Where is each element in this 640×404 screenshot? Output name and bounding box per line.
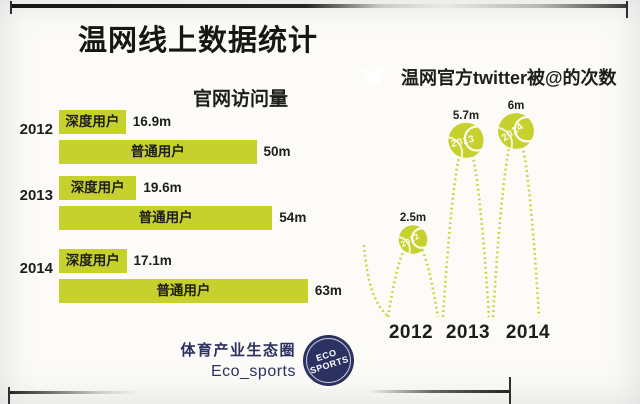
twitter-icon	[357, 59, 392, 94]
bar-value-label: 54m	[279, 210, 307, 225]
frame-line-top	[10, 4, 628, 8]
bar-series-label: 普通用户	[156, 283, 211, 298]
mention-count-label: 6m	[507, 100, 525, 112]
frame-tick-bottom-left	[8, 387, 10, 404]
bar-series-label: 深度用户	[65, 114, 120, 129]
row-year-label: 2014	[19, 260, 53, 277]
x-axis-year-label: 2012	[388, 322, 434, 343]
frame-line-bottom-right	[368, 390, 511, 393]
row-year-label: 2012	[19, 121, 53, 138]
eco-sports-badge: ECO SPORTS	[303, 335, 354, 386]
page-title: 温网线上数据统计	[78, 25, 319, 57]
regular-users-bar: 普通用户	[59, 279, 308, 303]
bar-value-label: 19.6m	[143, 180, 182, 195]
bar-series-label: 深度用户	[70, 180, 125, 195]
bar-value-label: 16.9m	[132, 114, 172, 129]
badge-text: ECO SPORTS	[309, 347, 351, 376]
twitter-chart-header: 温网官方twitter被@的次数	[357, 59, 617, 94]
regular-users-bar: 普通用户	[59, 206, 273, 230]
deep-users-bar: 深度用户	[59, 249, 127, 273]
frame-tick-top-right	[626, 1, 628, 18]
left-chart-title: 官网访问量	[193, 89, 289, 110]
frame-tick-bottom-right	[509, 377, 511, 404]
right-chart-title: 温网官方twitter被@的次数	[401, 67, 617, 88]
row-year-label: 2013	[19, 187, 53, 204]
deep-users-bar: 深度用户	[59, 110, 126, 134]
bar-series-label: 普通用户	[138, 210, 193, 225]
frame-tick-top-left	[10, 1, 12, 14]
regular-users-bar: 普通用户	[59, 140, 257, 164]
deep-users-bar: 深度用户	[59, 176, 137, 200]
bar-series-label: 深度用户	[65, 253, 120, 268]
mention-count-label: 5.7m	[452, 110, 480, 122]
x-axis-year-label: 2014	[505, 322, 551, 343]
frame-line-bottom-left	[8, 391, 140, 394]
bar-value-label: 50m	[263, 144, 291, 159]
bar-series-label: 普通用户	[130, 144, 185, 159]
bar-value-label: 17.1m	[133, 253, 172, 268]
brand-footer: 体育产业生态圈 Eco_sports	[100, 339, 296, 381]
x-axis-year-label: 2013	[445, 322, 491, 343]
brand-name-cn: 体育产业生态圈	[180, 342, 296, 359]
brand-name-en: Eco_sports	[210, 363, 296, 380]
mention-count-label: 2.5m	[399, 212, 427, 224]
bar-value-label: 63m	[314, 283, 342, 298]
